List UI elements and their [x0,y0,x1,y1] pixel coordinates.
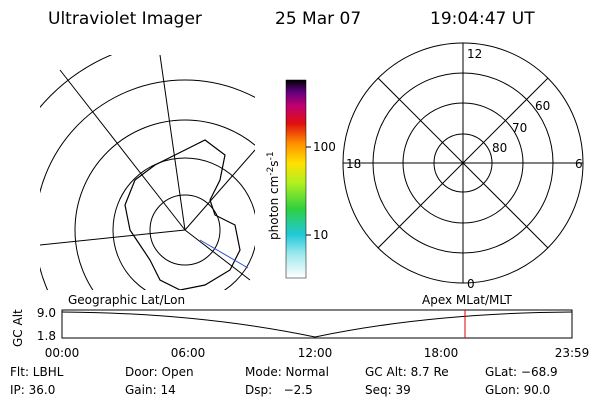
footer-field: IP: 36.0 [10,383,55,397]
mlt-label: 12 [467,47,482,61]
alt-xtick: 23:59 [555,346,590,360]
apex-label: Apex MLat/MLT [422,293,512,307]
mlt-label: 18 [346,157,361,171]
cb-label: photon cm-2s-1 [266,151,281,240]
mlt-label: 6 [575,157,583,171]
footer: Flt: LBHL Door: Open Mode: Normal GC Alt: 8… [10,365,558,397]
footer-field: GLat: −68.9 [485,365,558,379]
footer-field: Mode: Normal [245,365,329,379]
cb-tick-label: 10 [313,228,328,242]
footer-field: GLon: 90.0 [485,383,550,397]
title: Ultraviolet Imager [48,9,202,29]
footer-field: Gain: 14 [125,383,176,397]
cb-tick-label: 100 [313,140,336,154]
lat-label: 80 [492,141,507,155]
lat-label: 60 [535,99,550,113]
alt-ylabel: GC Alt [11,309,25,347]
geo-map [40,55,255,290]
footer-field: GC Alt: 8.7 Re [365,365,449,379]
date: 25 Mar 07 [275,9,361,29]
time: 19:04:47 UT [430,9,535,29]
alt-plot-frame [61,309,573,339]
cb-exp: -1 [266,151,276,160]
footer-field: Dsp: −2.5 [245,383,313,397]
lat-label: 70 [512,121,527,135]
mlt-label: 0 [467,277,475,291]
cb-exp: -2 [266,167,276,176]
alt-xtick: 06:00 [171,346,206,360]
alt-xtick: 00:00 [45,346,80,360]
alt-xtick: 12:00 [298,346,333,360]
alt-curve [61,311,573,338]
footer-field: Seq: 39 [365,383,411,397]
cb-label-text: photon cm [267,176,281,240]
colorbar [285,79,307,279]
footer-field: Door: Open [125,365,194,379]
alt-ytick: 9.0 [37,306,56,320]
alt-xtick: 18:00 [424,346,459,360]
cb-unit: s [267,160,281,166]
polar-map [342,42,584,284]
geo-label: Geographic Lat/Lon [68,293,185,307]
orbit-track [199,239,249,269]
alt-ytick: 1.8 [37,329,56,343]
footer-field: Flt: LBHL [10,365,64,379]
